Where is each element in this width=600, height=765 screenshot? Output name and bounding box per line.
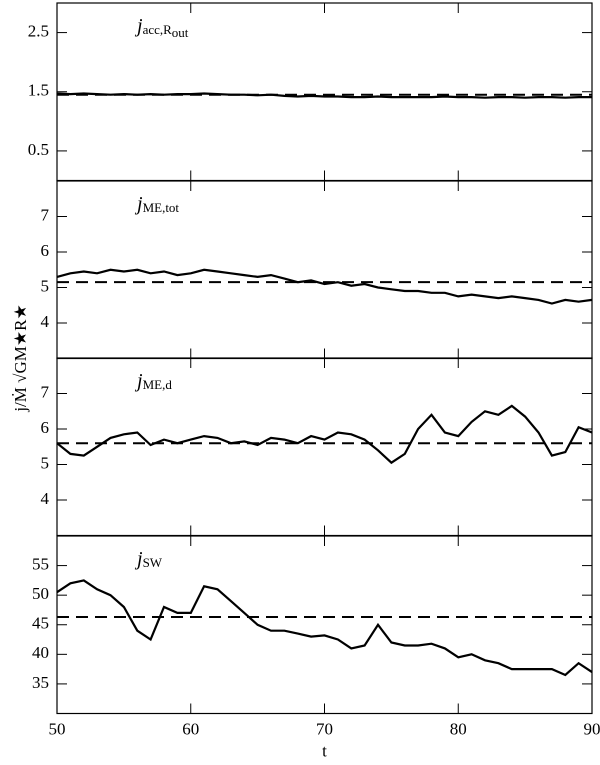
panel-label: jacc,Rout [134,15,189,40]
y-tick-label: 1.5 [28,81,49,100]
x-axis-label: t [322,741,327,760]
x-tick-label: 80 [450,719,467,738]
panel-label-main: j [134,193,143,215]
y-tick-label: 5 [41,276,50,295]
y-tick-label: 2.5 [28,21,49,40]
panel-label: jME,tot [134,193,179,215]
x-tick-label: 60 [182,719,199,738]
panel-label-sub: SW [143,555,163,570]
x-tick-label: 90 [584,719,600,738]
panel-label-main: j [134,370,143,392]
data-line [56,92,592,99]
y-tick-label: 40 [32,643,49,662]
panel-label: jME,d [134,370,172,392]
y-tick-label: 4 [41,312,50,331]
panel-label-main: j [134,548,143,570]
panel-label-sub-italic: R [163,22,172,37]
x-tick-label: 50 [49,719,66,738]
y-tick-label: 7 [41,382,50,401]
panel-label-subsub: out [172,25,189,40]
y-tick-label: 4 [41,489,50,508]
y-tick-label: 6 [41,418,50,437]
y-tick-label: 5 [41,453,50,472]
y-tick-label: 50 [32,584,49,603]
panel-label-sub: ME,tot [143,200,180,215]
panel-label-main: j [134,15,143,37]
data-line [56,579,593,677]
y-tick-label: 0.5 [28,140,49,159]
y-axis-label: j/Ṁ √GM★R★ [11,304,30,412]
data-line [56,268,593,305]
y-tick-label: 35 [32,673,49,692]
y-tick-label: 7 [41,205,50,224]
y-tick-label: 45 [32,614,49,633]
x-tick-label: 70 [316,719,333,738]
data-line [56,404,593,465]
panel-label: jSW [134,548,163,570]
y-tick-label: 6 [41,241,50,260]
panel-label-sub: acc, [143,22,164,37]
panel-label-sub: ME,d [143,377,173,392]
y-tick-label: 55 [32,554,49,573]
